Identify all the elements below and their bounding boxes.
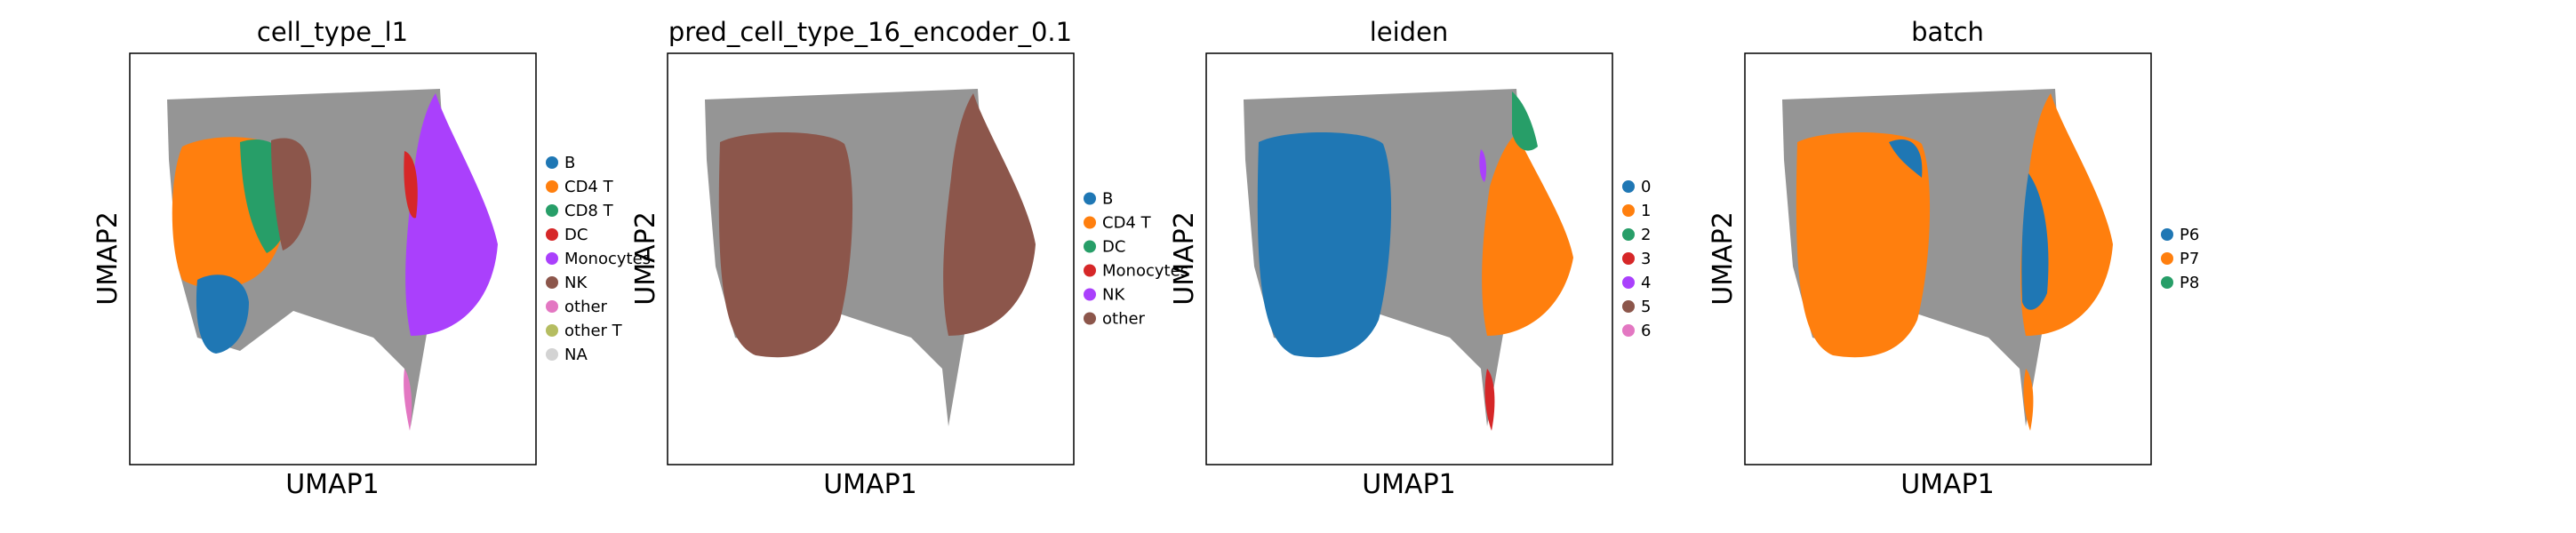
legend-marker bbox=[546, 156, 558, 169]
legend-label: P7 bbox=[2180, 250, 2199, 268]
y-axis-label: UMAP2 bbox=[1708, 211, 1739, 306]
legend-label: CD4 T bbox=[564, 178, 614, 196]
cluster-blob bbox=[196, 274, 249, 354]
legend-marker bbox=[1084, 216, 1096, 229]
legend-label: Monocytes bbox=[1102, 262, 1188, 281]
legend-marker bbox=[1622, 252, 1635, 265]
cluster-blob bbox=[1482, 133, 1573, 336]
panel-leiden: leiden UMAP1 UMAP2 0 1 2 3 4 5 6 bbox=[1169, 17, 1651, 500]
cluster-blob bbox=[2021, 173, 2049, 310]
legend-label: CD8 T bbox=[564, 202, 614, 220]
cluster-blob bbox=[718, 131, 853, 358]
legend-marker bbox=[1622, 276, 1635, 289]
panel-cell-type-l1: cell_type_l1 UMAP1 UMAP2 B CD4 T CD8 T DC Mo… bbox=[92, 17, 651, 500]
cluster-blob bbox=[1512, 91, 1538, 151]
panel-title: leiden bbox=[1370, 17, 1449, 47]
legend-label: P6 bbox=[2180, 226, 2199, 244]
cluster-blob bbox=[1484, 369, 1495, 431]
legend-label: NK bbox=[1102, 286, 1125, 305]
legend: B CD4 T CD8 T DC Monocytes NK other other T NA bbox=[546, 154, 651, 364]
legend-label: DC bbox=[1102, 238, 1125, 257]
y-axis-label: UMAP2 bbox=[630, 211, 661, 306]
legend-marker bbox=[1084, 264, 1096, 277]
plot-frame bbox=[1205, 52, 1613, 465]
cluster-blob bbox=[271, 138, 312, 251]
x-axis-label: UMAP1 bbox=[1362, 469, 1456, 500]
panel-title: cell_type_l1 bbox=[257, 17, 408, 47]
legend-marker bbox=[1622, 300, 1635, 313]
legend-marker bbox=[546, 276, 558, 289]
legend-label: 2 bbox=[1641, 226, 1651, 244]
legend-label: DC bbox=[564, 226, 588, 244]
legend-label: other bbox=[564, 298, 608, 316]
cluster-blob bbox=[1257, 131, 1392, 358]
legend-label: CD4 T bbox=[1102, 214, 1152, 233]
legend: 0 1 2 3 4 5 6 bbox=[1622, 178, 1651, 340]
x-axis-label: UMAP1 bbox=[285, 469, 380, 500]
legend-label: 4 bbox=[1641, 274, 1651, 292]
legend-label: B bbox=[1102, 190, 1113, 209]
legend-label: B bbox=[564, 154, 575, 172]
legend-marker bbox=[1622, 228, 1635, 241]
legend-label: Monocytes bbox=[564, 250, 651, 268]
umap-scatter-area bbox=[1244, 89, 1573, 431]
legend-label: NK bbox=[564, 274, 588, 292]
cluster-blob bbox=[1889, 139, 1923, 178]
legend-marker bbox=[1622, 180, 1635, 193]
panel-title: batch bbox=[1911, 17, 1984, 47]
cluster-blob bbox=[1796, 131, 1931, 358]
panel-batch: batch UMAP1 UMAP2 P6 P7 P8 bbox=[1708, 17, 2199, 500]
umap-scatter-area bbox=[167, 89, 498, 431]
y-axis-label: UMAP2 bbox=[92, 211, 124, 306]
legend-label: 3 bbox=[1641, 250, 1651, 268]
legend-label: NA bbox=[564, 346, 588, 364]
legend-marker bbox=[1622, 324, 1635, 337]
cluster-blob bbox=[404, 369, 412, 431]
umap-scatter-area bbox=[705, 89, 1036, 426]
legend-marker bbox=[546, 228, 558, 241]
plot-frame bbox=[129, 52, 537, 465]
y-axis-label: UMAP2 bbox=[1169, 211, 1200, 306]
plot-frame bbox=[1744, 52, 2152, 465]
legend-label: 0 bbox=[1641, 178, 1651, 196]
cluster-blob bbox=[2023, 369, 2034, 431]
legend-marker bbox=[1084, 288, 1096, 301]
legend-marker bbox=[546, 348, 558, 361]
umap-scatter-area bbox=[1782, 89, 2113, 431]
legend-marker bbox=[546, 180, 558, 193]
legend-label: 5 bbox=[1641, 298, 1651, 316]
legend-label: other bbox=[1102, 310, 1146, 329]
legend-marker bbox=[2161, 252, 2173, 265]
legend-marker bbox=[2161, 228, 2173, 241]
x-axis-label: UMAP1 bbox=[1900, 469, 1995, 500]
legend-marker bbox=[546, 204, 558, 217]
cluster-blob bbox=[943, 93, 1036, 336]
x-axis-label: UMAP1 bbox=[823, 469, 917, 500]
cluster-blob bbox=[1479, 149, 1487, 182]
legend: P6 P7 P8 bbox=[2161, 226, 2199, 292]
legend-marker bbox=[546, 324, 558, 337]
legend-marker bbox=[1084, 240, 1096, 253]
legend-marker bbox=[1084, 192, 1096, 205]
panel-title: pred_cell_type_16_encoder_0.1 bbox=[668, 17, 1072, 47]
legend-marker bbox=[1084, 312, 1096, 325]
legend-label: P8 bbox=[2180, 274, 2199, 292]
legend-marker bbox=[1622, 204, 1635, 217]
legend-label: 1 bbox=[1641, 202, 1651, 220]
legend-label: 6 bbox=[1641, 322, 1651, 340]
legend: B CD4 T DC Monocytes NK other bbox=[1084, 190, 1188, 329]
cluster-blob bbox=[405, 93, 498, 336]
cluster-blob bbox=[404, 151, 418, 219]
legend-marker bbox=[2161, 276, 2173, 289]
legend-marker bbox=[546, 300, 558, 313]
panel-pred-cell-type: pred_cell_type_16_encoder_0.1 UMAP1 UMAP… bbox=[630, 17, 1188, 500]
legend-marker bbox=[546, 252, 558, 265]
plot-frame bbox=[667, 52, 1075, 465]
legend-label: other T bbox=[564, 322, 623, 340]
